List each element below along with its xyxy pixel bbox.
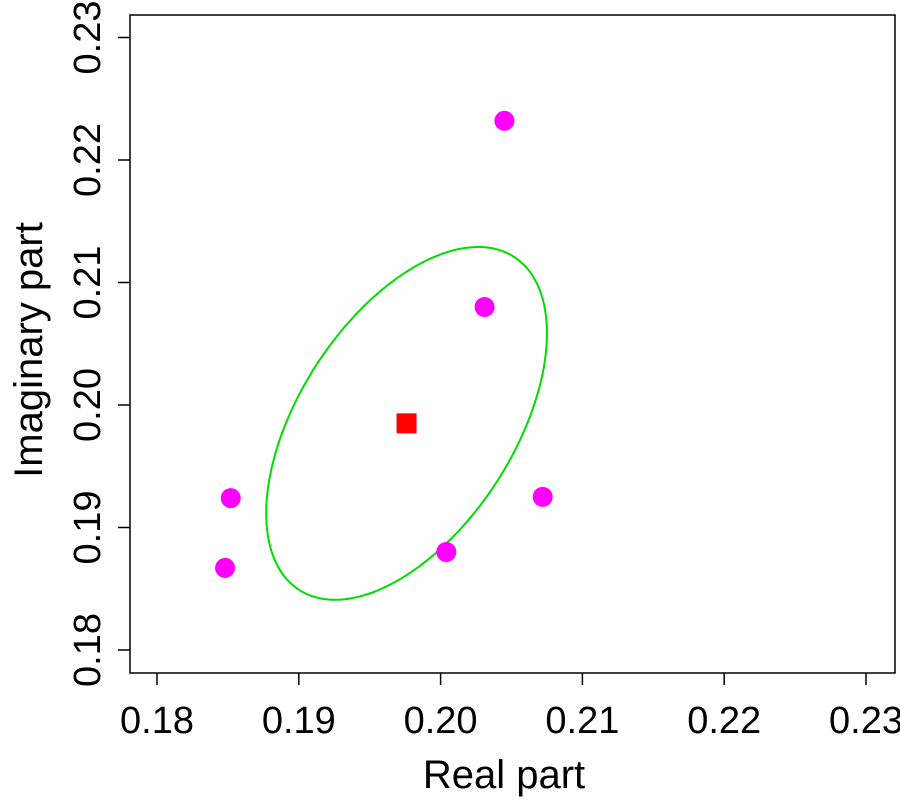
data-point [215,557,236,578]
data-point [220,488,241,509]
y-axis-label: Imaginary part [7,222,51,478]
y-tick-label: 0.18 [67,613,109,687]
x-tick-label: 0.18 [120,700,194,742]
x-axis-label: Real part [423,753,585,797]
y-tick-label: 0.19 [67,491,109,565]
y-tick-label: 0.20 [67,368,109,442]
plot-frame [129,14,896,674]
x-tick-label: 0.19 [262,700,336,742]
confidence-ellipse [265,246,548,601]
y-axis: 0.18 0.19 0.20 0.21 0.22 0.23 [67,1,130,687]
data-point [474,297,495,317]
center-point [396,413,417,434]
x-axis: 0.18 0.19 0.20 0.21 0.22 0.23 [120,673,900,742]
y-tick-label: 0.21 [67,246,109,320]
data-point [532,486,553,507]
data-point [494,110,515,131]
x-tick-label: 0.21 [545,700,619,742]
x-tick-label: 0.22 [687,700,761,742]
x-tick-label: 0.20 [404,700,478,742]
y-tick-label: 0.23 [67,1,109,75]
y-tick-label: 0.22 [67,123,109,197]
data-point [436,542,457,562]
x-tick-label: 0.23 [829,700,900,742]
data-points [215,110,553,578]
